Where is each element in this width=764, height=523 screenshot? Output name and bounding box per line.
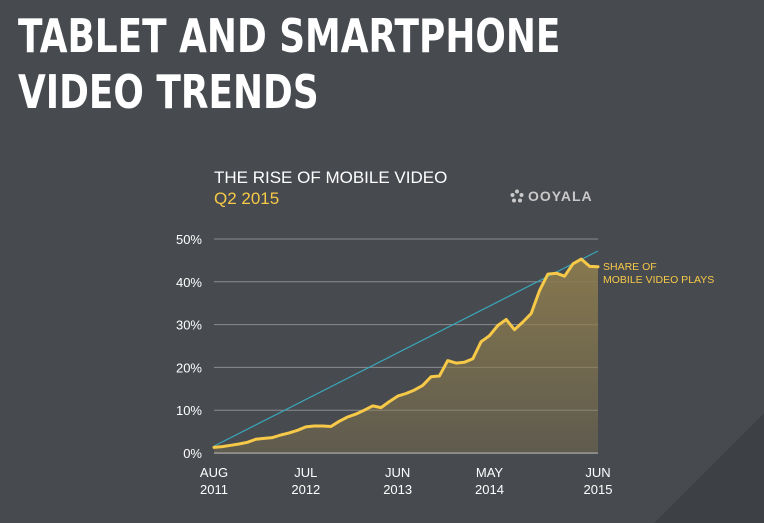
data-point: [246, 441, 249, 444]
page-title-line-2: VIDEO TRENDS: [18, 65, 319, 119]
data-point: [221, 445, 224, 448]
y-tick-label: 50%: [176, 232, 202, 247]
x-tick-label-year: 2011: [200, 482, 228, 497]
data-point: [296, 429, 299, 432]
data-point: [262, 437, 266, 440]
x-tick-label-month: MAY: [476, 465, 504, 480]
data-point: [271, 436, 274, 439]
data-point: [571, 262, 575, 266]
data-point: [421, 384, 424, 387]
data-point: [229, 444, 232, 447]
data-point: [496, 324, 500, 327]
data-point: [413, 388, 416, 392]
data-point: [588, 265, 591, 268]
data-point: [471, 357, 474, 361]
data-point: [463, 361, 466, 364]
ooyala-logo-text: OOYALA: [528, 188, 593, 204]
data-point: [329, 425, 333, 428]
data-point: [354, 412, 358, 416]
data-point: [446, 359, 449, 362]
data-point: [504, 318, 508, 321]
y-tick-label: 30%: [176, 318, 202, 333]
x-tick-label-month: JUN: [385, 465, 410, 480]
page-title-line-1: TABLET AND SMARTPHONE: [18, 9, 561, 63]
data-point: [287, 431, 291, 435]
data-point: [363, 409, 366, 412]
page-title: TABLET AND SMARTPHONE VIDEO TRENDS: [18, 8, 560, 120]
data-point: [521, 320, 525, 324]
y-tick-label: 40%: [176, 275, 202, 290]
data-point: [396, 394, 399, 398]
x-tick-label-month: JUN: [585, 465, 610, 480]
data-point: [488, 334, 491, 337]
data-point: [404, 392, 408, 395]
data-point: [479, 340, 483, 343]
x-tick-label-year: 2012: [291, 482, 320, 497]
data-point: [596, 265, 600, 269]
trendline: [213, 250, 599, 447]
data-point: [580, 257, 583, 261]
data-point: [279, 433, 282, 437]
y-tick-label: 10%: [176, 403, 202, 418]
x-tick-label-year: 2013: [383, 482, 412, 497]
ooyala-dots-icon: [510, 189, 524, 203]
data-point: [513, 328, 516, 331]
data-point: [338, 420, 341, 423]
chart-title: THE RISE OF MOBILE VIDEO: [214, 168, 448, 187]
data-point: [304, 425, 308, 429]
data-point: [438, 374, 441, 378]
data-point: [321, 424, 324, 428]
x-tick-label-month: JUL: [294, 465, 317, 480]
corner-decoration: [654, 413, 764, 523]
data-point: [530, 312, 533, 315]
x-tick-label-year: 2015: [584, 482, 613, 497]
data-point: [212, 446, 216, 449]
chart-quarter-label: Q2 2015: [214, 189, 280, 208]
data-point: [429, 375, 433, 379]
y-tick-label: 20%: [176, 360, 202, 375]
x-tick-label-month: AUG: [200, 465, 228, 480]
data-point: [254, 438, 257, 441]
x-tick-label-year: 2014: [475, 482, 504, 497]
data-point: [563, 275, 566, 278]
data-point: [546, 272, 550, 276]
data-point: [371, 404, 374, 408]
y-tick-label: 0%: [183, 446, 202, 461]
data-point: [454, 361, 458, 365]
data-point: [379, 406, 383, 409]
data-point: [237, 442, 241, 446]
data-point: [312, 424, 316, 428]
ooyala-logo: OOYALA: [510, 188, 593, 204]
data-point: [538, 289, 541, 292]
series-area-fill: [214, 259, 598, 453]
data-point: [555, 272, 558, 275]
data-point: [346, 415, 349, 419]
series-label: SHARE OF: [603, 261, 657, 273]
series-label: MOBILE VIDEO PLAYS: [603, 274, 714, 286]
data-point: [388, 400, 391, 403]
